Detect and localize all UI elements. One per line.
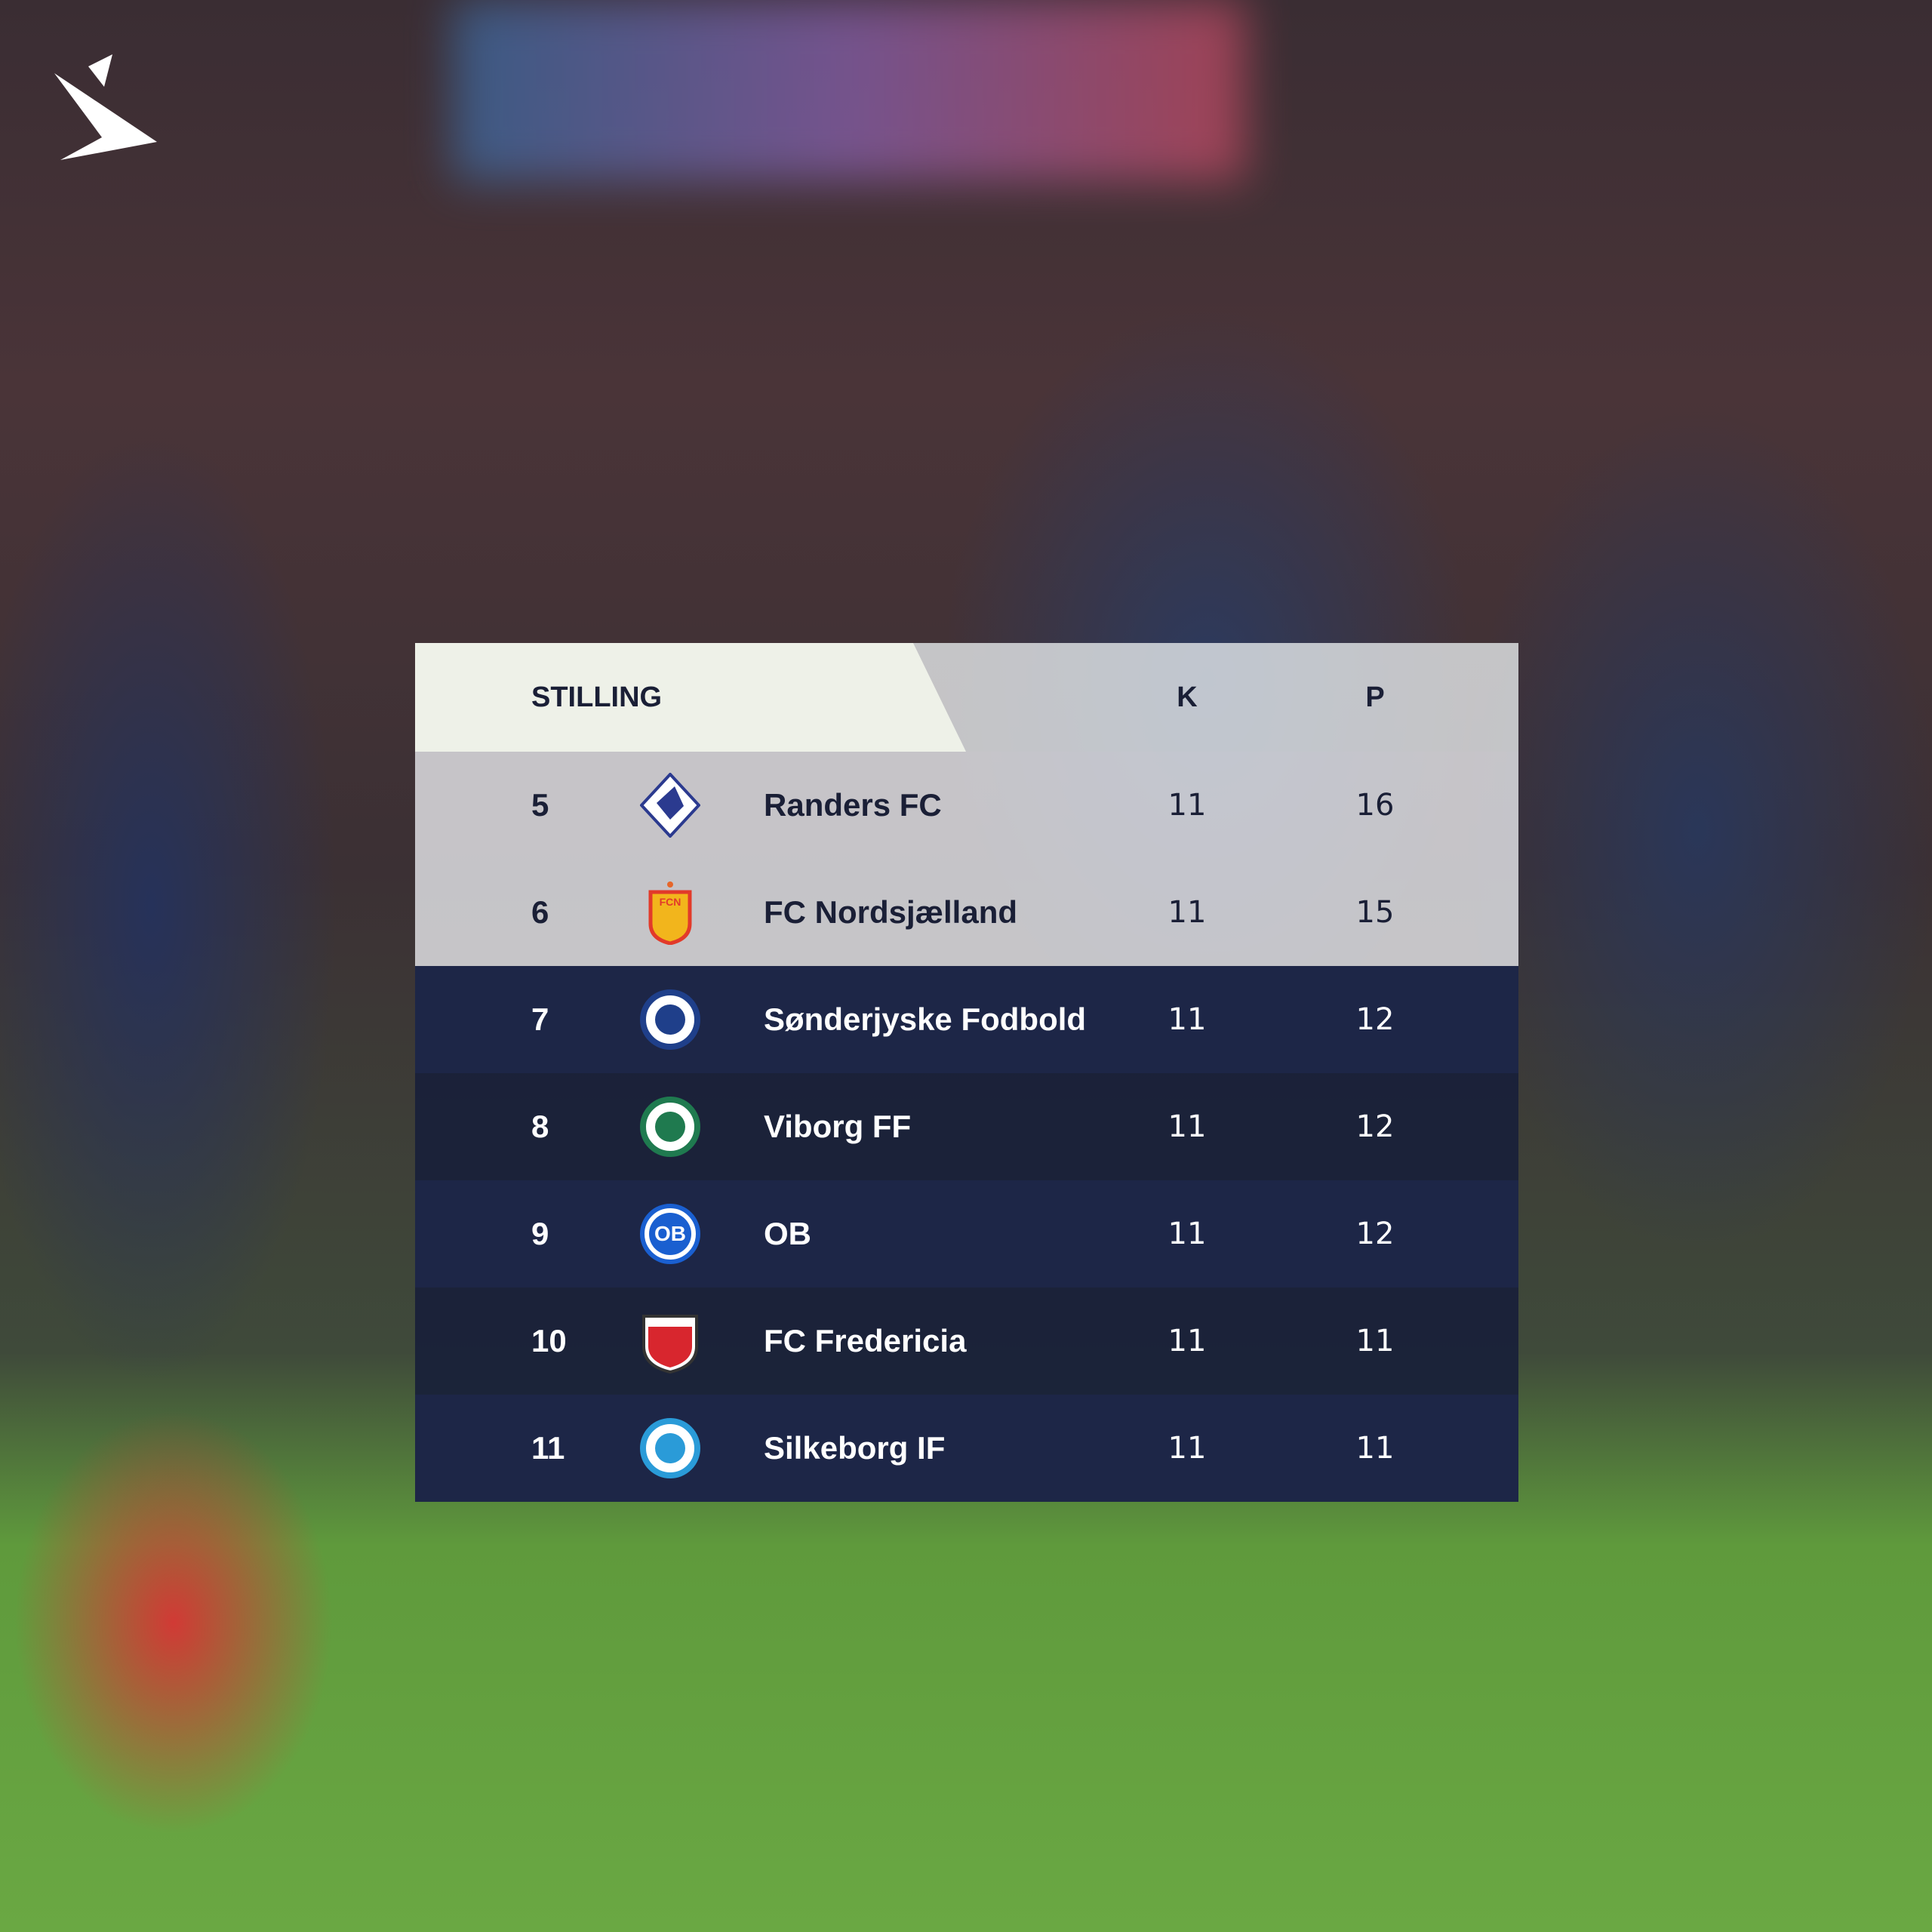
column-header-k: K — [1177, 681, 1198, 713]
team-name: FC Fredericia — [764, 1323, 967, 1358]
matches-played: 11 — [1168, 1109, 1207, 1144]
rank: 6 — [531, 894, 549, 930]
ob-crest-icon: OB — [638, 1180, 703, 1287]
table-row: 10 FC Fredericia 11 11 — [415, 1287, 1518, 1395]
points: 16 — [1355, 788, 1395, 823]
team-name: Silkeborg IF — [764, 1430, 946, 1466]
rank: 9 — [531, 1216, 549, 1251]
table-row: 9 OB OB 11 12 — [415, 1180, 1518, 1287]
column-header-p: P — [1365, 681, 1385, 713]
team-name: OB — [764, 1216, 811, 1251]
rank: 7 — [531, 1001, 549, 1037]
silkeborg-crest-icon — [638, 1395, 703, 1502]
rank: 10 — [531, 1323, 567, 1358]
points: 12 — [1355, 1002, 1395, 1037]
table-row: 6 FCN FC Nordsjælland 11 15 — [415, 859, 1518, 966]
crest-text: OB — [649, 1213, 691, 1255]
table-row: 11 Silkeborg IF 11 11 — [415, 1395, 1518, 1502]
standings-header: STILLING K P — [415, 643, 1518, 752]
team-name: Sønderjyske Fodbold — [764, 1001, 1087, 1037]
fredericia-crest-icon — [638, 1287, 703, 1395]
viborg-crest-icon — [638, 1073, 703, 1180]
table-row: 8 Viborg FF 11 12 — [415, 1073, 1518, 1180]
table-row: 7 Sønderjyske Fodbold 11 12 — [415, 966, 1518, 1073]
brand-logo-icon — [54, 54, 157, 160]
rank: 8 — [531, 1109, 549, 1144]
matches-played: 11 — [1168, 1217, 1207, 1251]
matches-played: 11 — [1168, 788, 1207, 823]
points: 12 — [1355, 1109, 1395, 1144]
team-name: Randers FC — [764, 787, 942, 823]
standings-title: STILLING — [531, 681, 663, 713]
points: 12 — [1355, 1217, 1395, 1251]
matches-played: 11 — [1168, 1431, 1207, 1466]
standings-table: STILLING K P 5 Randers FC 11 16 6 FCN FC… — [415, 643, 1518, 1502]
svg-text:FCN: FCN — [660, 896, 681, 908]
points: 11 — [1355, 1431, 1395, 1466]
fcn-crest-icon: FCN — [638, 859, 703, 966]
table-row: 5 Randers FC 11 16 — [415, 752, 1518, 859]
matches-played: 11 — [1168, 895, 1207, 930]
matches-played: 11 — [1168, 1002, 1207, 1037]
team-name: Viborg FF — [764, 1109, 912, 1144]
team-name: FC Nordsjælland — [764, 894, 1018, 930]
matches-played: 11 — [1168, 1324, 1207, 1358]
randers-crest-icon — [638, 752, 703, 859]
points: 11 — [1355, 1324, 1395, 1358]
rank: 5 — [531, 787, 549, 823]
rank: 11 — [531, 1430, 565, 1466]
background-screen-glow — [453, 0, 1245, 181]
sonderjyske-crest-icon — [638, 966, 703, 1073]
points: 15 — [1355, 895, 1395, 930]
